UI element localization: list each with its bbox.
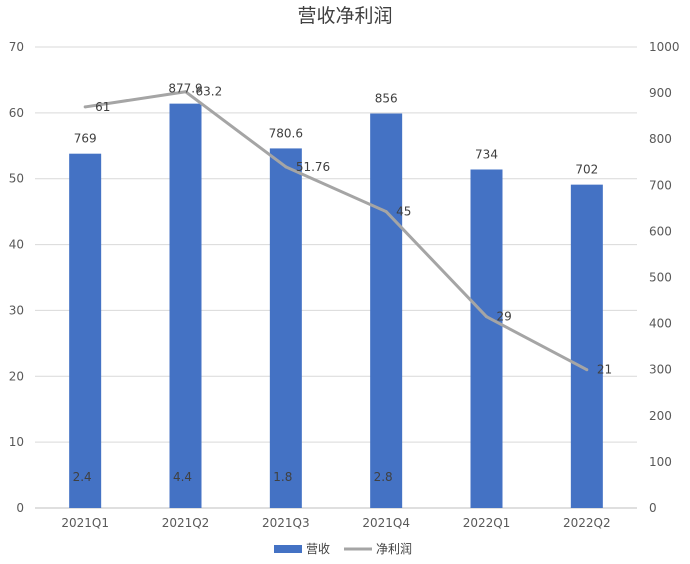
bar bbox=[370, 113, 403, 508]
y-left-tick-label: 40 bbox=[9, 238, 24, 252]
x-tick-label: 2022Q1 bbox=[463, 516, 511, 530]
x-tick-label: 2021Q4 bbox=[362, 516, 410, 530]
legend-label-profit: 净利润 bbox=[376, 542, 412, 556]
revenue-bars bbox=[69, 103, 603, 509]
y-right-tick-label: 1000 bbox=[649, 40, 680, 54]
y-right-tick-label: 100 bbox=[649, 455, 672, 469]
line-value-label: 29 bbox=[497, 310, 512, 324]
bar-value-label: 702 bbox=[575, 163, 598, 177]
bar bbox=[69, 153, 102, 508]
line-value-label: 63.2 bbox=[196, 85, 223, 99]
y-left-tick-label: 60 bbox=[9, 106, 24, 120]
y-right-tick-label: 800 bbox=[649, 132, 672, 146]
bar-value-label: 856 bbox=[375, 92, 398, 106]
x-tick-label: 2022Q2 bbox=[563, 516, 611, 530]
line-value-label: 21 bbox=[597, 363, 612, 377]
legend: 营收 净利润 bbox=[274, 542, 412, 556]
y-right-tick-label: 900 bbox=[649, 86, 672, 100]
bar-inner-label: 1.8 bbox=[273, 470, 292, 484]
y-right-tick-label: 500 bbox=[649, 271, 672, 285]
profit-point bbox=[384, 210, 388, 214]
line-value-label: 45 bbox=[396, 205, 411, 219]
legend-label-revenue: 营收 bbox=[306, 542, 330, 556]
legend-swatch-revenue bbox=[274, 545, 302, 553]
bar-value-label: 769 bbox=[74, 132, 97, 146]
profit-point bbox=[284, 165, 288, 169]
profit-point bbox=[184, 90, 187, 94]
y-left-tick-label: 20 bbox=[9, 369, 24, 383]
y-left-tick-label: 0 bbox=[16, 501, 24, 515]
gridlines bbox=[35, 46, 637, 509]
bar-inner-label: 4.4 bbox=[173, 470, 192, 484]
bar bbox=[470, 169, 503, 508]
bar-value-label: 780.6 bbox=[269, 126, 303, 140]
bar bbox=[269, 148, 302, 509]
bar bbox=[169, 103, 202, 508]
y-right-tick-label: 600 bbox=[649, 224, 672, 238]
y-left-tick-label: 70 bbox=[9, 40, 24, 54]
bar bbox=[570, 184, 603, 509]
y-right-tick-label: 300 bbox=[649, 363, 672, 377]
x-tick-label: 2021Q1 bbox=[61, 516, 109, 530]
line-value-label: 51.76 bbox=[296, 160, 330, 174]
profit-point bbox=[83, 105, 87, 109]
x-tick-label: 2021Q2 bbox=[162, 516, 210, 530]
left-axis: 0 10 20 30 40 50 60 70 bbox=[9, 40, 24, 515]
x-tick-label: 2021Q3 bbox=[262, 516, 310, 530]
data-labels: 769 2.4 877.9 4.4 780.6 1.8 856 2.8 734 702 61 63.2… bbox=[73, 82, 612, 484]
y-right-tick-label: 400 bbox=[649, 317, 672, 331]
y-right-tick-label: 200 bbox=[649, 409, 672, 423]
profit-point bbox=[485, 315, 488, 319]
y-left-tick-label: 10 bbox=[9, 435, 24, 449]
chart-title: 营收净利润 bbox=[297, 5, 392, 27]
profit-line bbox=[83, 90, 589, 372]
profit-point bbox=[585, 368, 589, 372]
bar-inner-label: 2.8 bbox=[374, 470, 393, 484]
y-right-tick-label: 0 bbox=[649, 501, 657, 515]
y-right-tick-label: 700 bbox=[649, 178, 672, 192]
right-axis: 0 100 200 300 400 500 600 700 800 900 1000 bbox=[649, 40, 680, 515]
line-value-label: 61 bbox=[95, 100, 110, 114]
bar-inner-label: 2.4 bbox=[73, 470, 92, 484]
y-left-tick-label: 30 bbox=[9, 303, 24, 317]
x-axis: 2021Q1 2021Q2 2021Q3 2021Q4 2022Q1 2022Q2 bbox=[61, 516, 610, 530]
y-left-tick-label: 50 bbox=[9, 172, 24, 186]
bar-value-label: 877.9 bbox=[168, 82, 202, 96]
profit-series-line bbox=[84, 90, 588, 372]
bar-value-label: 734 bbox=[475, 147, 498, 161]
